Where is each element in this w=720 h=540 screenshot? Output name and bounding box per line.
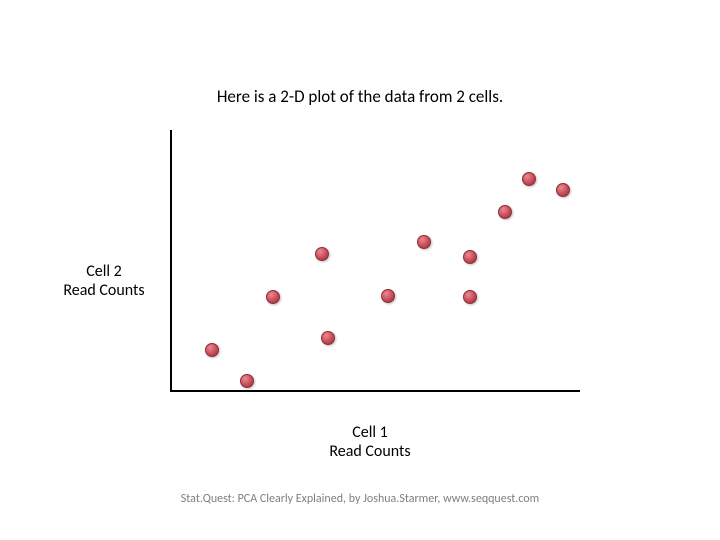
- y-axis-label-line2: Read Counts: [44, 281, 164, 300]
- slide: Here is a 2-D plot of the data from 2 ce…: [0, 0, 720, 540]
- scatter-plot: [170, 130, 580, 410]
- data-point: [463, 250, 477, 264]
- chart-title: Here is a 2-D plot of the data from 2 ce…: [0, 86, 720, 107]
- attribution-footer: Stat.Quest: PCA Clearly Explained, by Jo…: [0, 492, 720, 506]
- data-point: [315, 247, 329, 261]
- x-axis-label-line2: Read Counts: [160, 442, 580, 461]
- x-axis-label: Cell 1 Read Counts: [160, 423, 580, 461]
- data-point: [498, 205, 512, 219]
- data-point: [205, 343, 219, 357]
- data-point: [522, 172, 536, 186]
- y-axis-label-line1: Cell 2: [44, 262, 164, 281]
- data-point: [556, 183, 570, 197]
- data-point: [321, 331, 335, 345]
- x-axis: [170, 390, 580, 392]
- data-point: [463, 290, 477, 304]
- y-axis-label: Cell 2 Read Counts: [44, 262, 164, 300]
- data-point: [266, 290, 280, 304]
- x-axis-label-line1: Cell 1: [160, 423, 580, 442]
- data-point: [381, 289, 395, 303]
- y-axis: [170, 130, 172, 392]
- data-point: [240, 374, 254, 388]
- data-point: [417, 235, 431, 249]
